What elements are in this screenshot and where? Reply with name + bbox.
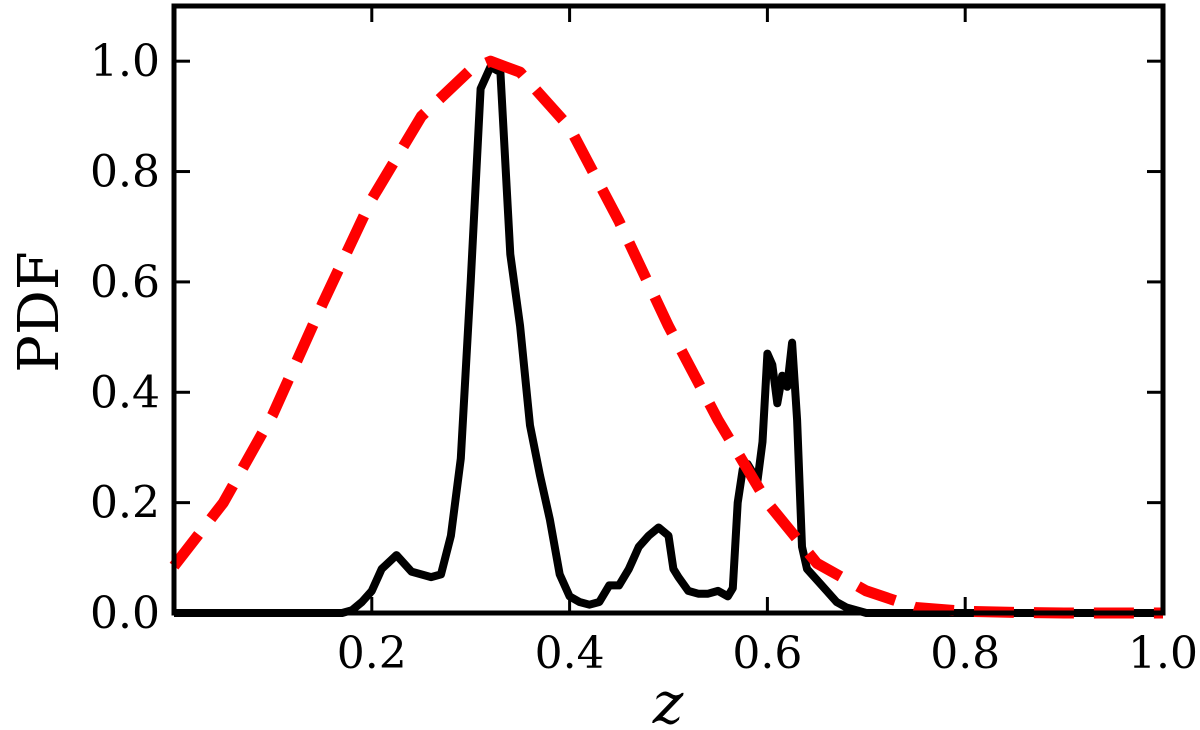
y-tick-label: 0.0 [90, 588, 160, 639]
y-tick-label: 0.6 [90, 257, 160, 308]
x-tick-label: 0.8 [930, 628, 1000, 679]
plot-frame [171, 3, 1166, 616]
x-tick-label: 0.4 [535, 628, 605, 679]
series-line-1 [174, 62, 1163, 617]
x-axis-title: z [652, 669, 684, 730]
series-layer [169, 55, 1163, 619]
y-axis-title: PDF [7, 251, 72, 372]
series-line-2 [169, 55, 1163, 619]
labels-layer: 0.2 0.4 0.6 0.8 1.0 0.0 0.2 0.4 0.6 0.8 1.0 [90, 36, 1198, 679]
y-tick-label: 1.0 [90, 36, 160, 87]
y-tick-label: 0.2 [90, 478, 160, 529]
y-tick-label: 0.4 [90, 367, 160, 418]
y-tick-label: 0.8 [90, 147, 160, 198]
x-tick-label: 0.6 [732, 628, 802, 679]
x-tick-label: 0.2 [337, 628, 407, 679]
x-tick-label: 1.0 [1128, 628, 1198, 679]
ticks-layer [174, 6, 1165, 615]
